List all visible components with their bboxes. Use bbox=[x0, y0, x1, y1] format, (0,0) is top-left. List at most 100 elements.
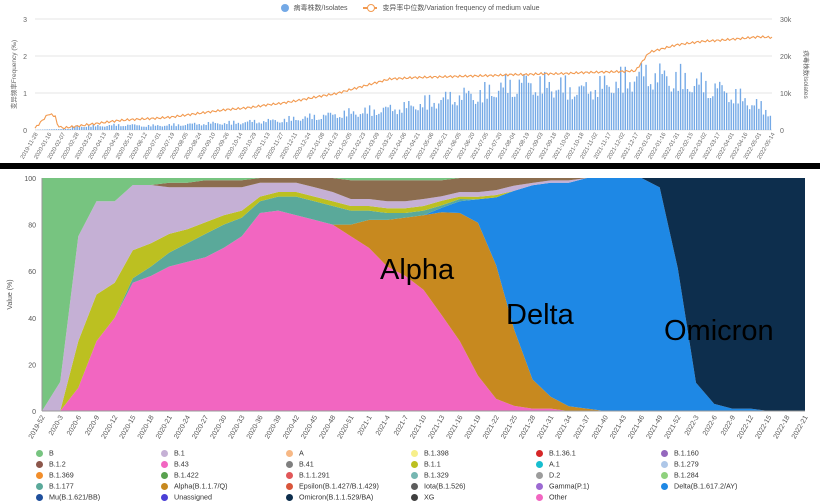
bottom-x-tick-label: 2021-10 bbox=[409, 414, 428, 440]
isolates-bar bbox=[520, 82, 523, 130]
legend-label: Mu(B.1.621/BB) bbox=[49, 492, 101, 502]
isolates-bar bbox=[366, 113, 369, 130]
legend-item[interactable]: B.1.36.1 bbox=[536, 448, 576, 458]
legend-label: Gamma(P.1) bbox=[549, 481, 590, 491]
isolates-bar bbox=[136, 125, 138, 130]
bottom-x-tick-label: 2020-6 bbox=[66, 414, 83, 436]
legend-item[interactable]: Delta(B.1.617.2/AY) bbox=[661, 481, 737, 491]
isolates-bar bbox=[269, 120, 272, 130]
legend-label: Delta(B.1.617.2/AY) bbox=[674, 481, 738, 491]
legend-item[interactable]: B.43 bbox=[161, 459, 189, 469]
legend-item[interactable]: B.1.398 bbox=[411, 448, 449, 458]
legend-item[interactable]: Mu(B.1.621/BB) bbox=[36, 492, 100, 502]
isolates-bar bbox=[438, 103, 440, 130]
legend-item[interactable]: Unassigned bbox=[161, 492, 212, 502]
isolates-bar bbox=[578, 86, 580, 130]
isolates-bar bbox=[672, 88, 675, 130]
isolates-bar bbox=[626, 88, 629, 130]
isolates-bar bbox=[343, 110, 346, 130]
isolates-bar bbox=[567, 99, 569, 130]
isolates-bar bbox=[619, 66, 622, 130]
legend-item[interactable]: B.1.329 bbox=[411, 470, 449, 480]
legend-item[interactable]: A.1 bbox=[536, 459, 560, 469]
isolates-bar bbox=[180, 125, 182, 130]
isolates-bar bbox=[744, 98, 746, 130]
isolates-bar bbox=[767, 116, 769, 130]
isolates-bar bbox=[297, 120, 299, 130]
legend-item[interactable]: A bbox=[286, 448, 304, 458]
legend-item[interactable]: B.41 bbox=[286, 459, 314, 469]
isolates-bar bbox=[115, 125, 117, 130]
legend-label: B.1.284 bbox=[674, 470, 699, 480]
isolates-bar bbox=[408, 101, 410, 130]
isolates-bar bbox=[417, 110, 419, 130]
legend-item[interactable]: B.1.422 bbox=[161, 470, 199, 480]
isolates-bar bbox=[210, 123, 212, 130]
isolates-bar bbox=[661, 74, 663, 130]
bottom-x-tick-label: 2021-7 bbox=[393, 414, 410, 436]
isolates-bar bbox=[242, 123, 244, 130]
isolates-bar bbox=[410, 105, 412, 130]
isolates-bar bbox=[758, 108, 760, 130]
bottom-x-tick-label: 2020-21 bbox=[155, 414, 174, 440]
isolates-bar bbox=[166, 125, 168, 130]
isolates-bar bbox=[698, 84, 700, 130]
isolates-bar bbox=[458, 95, 461, 130]
isolates-bar bbox=[435, 108, 438, 130]
isolates-bar bbox=[108, 124, 111, 130]
legend-isolates-swatch[interactable] bbox=[280, 4, 289, 12]
isolates-bar bbox=[191, 123, 193, 130]
legend-item[interactable]: B.1 bbox=[161, 448, 185, 458]
bottom-x-tick-label: 2020-30 bbox=[209, 414, 228, 440]
legend-median-label[interactable]: 变异率中位数/Variation frequency of medium val… bbox=[382, 5, 540, 12]
legend-median-swatch[interactable] bbox=[363, 4, 378, 12]
legend-item[interactable]: XG bbox=[411, 492, 434, 502]
legend-item[interactable]: B.1.2 bbox=[36, 459, 66, 469]
isolates-bar bbox=[97, 124, 99, 130]
legend-item[interactable]: Iota(B.1.526) bbox=[411, 481, 466, 491]
legend-item[interactable]: B.1.1.291 bbox=[286, 470, 330, 480]
legend-item[interactable]: B.1.369 bbox=[36, 470, 74, 480]
isolates-bar bbox=[629, 82, 631, 130]
legend-item[interactable]: B.1.279 bbox=[661, 459, 699, 469]
legend-item[interactable]: Other bbox=[536, 492, 567, 502]
legend-item[interactable]: D.2 bbox=[536, 470, 560, 480]
isolates-bar bbox=[670, 91, 673, 130]
isolates-bar bbox=[239, 124, 242, 130]
legend-item[interactable]: B.1.284 bbox=[661, 470, 699, 480]
legend-swatch bbox=[536, 449, 543, 457]
legend-item[interactable]: Gamma(P.1) bbox=[536, 481, 589, 491]
legend-item[interactable]: B bbox=[36, 448, 54, 458]
isolates-bar bbox=[265, 122, 267, 130]
top-chart-svg: 0 0 1 10k 2 20k 3 30k 变异频率Frequency (‰) 病毒株数Isola… bbox=[9, 17, 811, 161]
isolates-bar bbox=[306, 117, 309, 130]
top-right-tick-label: 0 bbox=[780, 128, 784, 135]
isolates-bar bbox=[663, 70, 666, 130]
isolates-bar bbox=[504, 74, 507, 130]
isolates-bar bbox=[385, 106, 387, 130]
isolates-bar bbox=[608, 86, 610, 130]
legend-label: B.1.160 bbox=[674, 448, 699, 458]
isolates-bar bbox=[124, 126, 127, 130]
isolates-bar bbox=[345, 116, 348, 130]
isolates-bar bbox=[751, 105, 753, 130]
isolates-bar bbox=[87, 125, 90, 130]
legend-item[interactable]: B.1.177 bbox=[36, 481, 74, 491]
legend-isolates-label[interactable]: 病毒株数/Isolates bbox=[293, 5, 348, 12]
isolates-bar bbox=[617, 88, 620, 130]
legend-item[interactable]: B.1.160 bbox=[661, 448, 699, 458]
isolates-bar bbox=[99, 126, 101, 130]
legend-item[interactable]: Alpha(B.1.1.7/Q) bbox=[161, 481, 228, 491]
isolates-bar bbox=[421, 107, 424, 130]
legend-item[interactable]: B.1.1 bbox=[411, 459, 441, 469]
isolates-bar bbox=[260, 123, 263, 130]
legend-item[interactable]: Omicron(B.1.1.529/BA) bbox=[286, 492, 373, 502]
isolates-bar bbox=[594, 89, 597, 130]
isolates-bar bbox=[728, 102, 730, 130]
isolates-bar bbox=[760, 101, 762, 130]
isolates-bar bbox=[702, 92, 705, 130]
isolates-bar bbox=[152, 124, 154, 130]
bottom-x-tick-label: 2021-52 bbox=[664, 414, 683, 440]
legend-item[interactable]: Epsilon(B.1.427/B.1.429) bbox=[286, 481, 379, 491]
isolates-bar bbox=[368, 105, 371, 130]
